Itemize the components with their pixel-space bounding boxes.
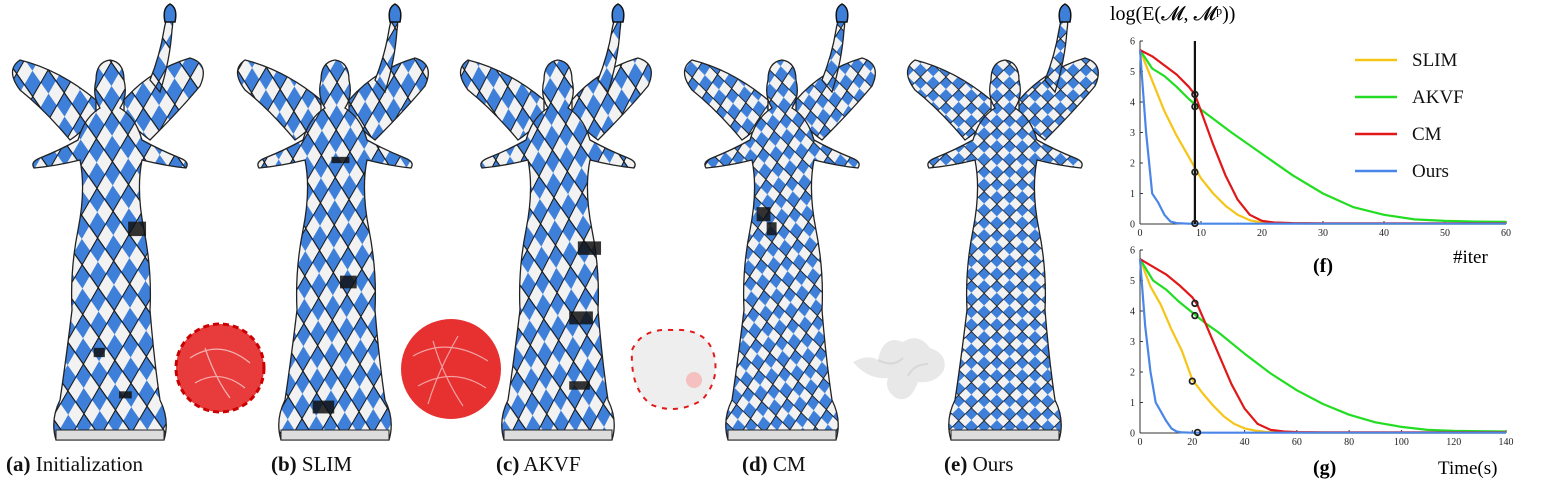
statue-render-ours [906,3,1099,441]
marker-akvf [1191,102,1199,111]
statue-base [503,429,613,441]
statue-base [950,429,1060,441]
marker-akvf [1191,311,1199,320]
x-tick-label: 40 [1240,437,1250,448]
x-tick-label: 140 [1499,437,1514,448]
chart-f-xlabel: #iter [1453,247,1488,268]
chart-g-xlabel: Time(s) [1438,458,1497,479]
x-tick-label: 30 [1318,228,1328,239]
uv-map-slim [174,322,266,414]
chart-f: 0 10 20 30 40 50 60 0 1 2 3 4 5 6 [1130,37,1511,240]
distortion-patch [569,381,590,390]
left-wing [683,59,769,141]
x-tick-label: 0 [1138,437,1143,448]
series-line-ours [1138,259,1506,434]
torch [835,3,849,23]
x-tick-label: 80 [1344,437,1354,448]
distortion-patch [312,400,335,414]
uv-map-akvf [401,319,501,419]
marker-ours [1191,219,1199,228]
statue-render-cm [683,3,876,441]
distortion-patch [93,347,105,358]
marker-slim [1191,168,1199,176]
y-tick-label: 1 [1130,189,1135,200]
caption-akvf: (c) AKVF [496,452,581,476]
statue-render-slim [236,3,429,441]
legend-label-cm: CM [1412,124,1442,145]
chart-f-ylabel: log(E(𝓜, 𝓜ᵖ)) [1110,3,1235,25]
y-tick-label: 2 [1130,159,1135,170]
left-wing [11,59,97,141]
chart-f-panel-label: (f) [1313,255,1333,277]
left-wing [236,59,322,141]
x-tick-label: 100 [1394,437,1409,448]
statue-render-akvf [459,3,652,441]
distortion-patch [577,241,602,255]
y-tick-label: 0 [1130,429,1135,440]
distortion-patch [766,222,777,236]
distortion-patch [756,207,771,222]
x-tick-label: 40 [1379,228,1389,239]
chart-legend: SLIM AKVF CM Ours [1355,50,1464,182]
y-tick-label: 6 [1130,37,1135,48]
marker-cm [1191,299,1199,308]
statue-base [55,429,165,441]
x-tick-label: 120 [1446,437,1461,448]
uv-map-ours [853,338,945,400]
y-tick-label: 6 [1130,246,1135,257]
y-tick-label: 5 [1130,276,1135,287]
y-tick-label: 4 [1130,307,1135,318]
y-tick-label: 3 [1130,128,1135,139]
x-tick-label: 10 [1196,228,1206,239]
torch [611,3,625,23]
series-line-slim [1138,258,1506,434]
left-wing [459,59,545,141]
uv-map-cm [630,328,717,410]
caption-slim: (b) SLIM [271,452,353,476]
series-line-cm [1139,258,1506,434]
torch [388,3,402,23]
y-tick-label: 4 [1130,98,1135,109]
legend-label-slim: SLIM [1412,50,1458,71]
x-tick-label: 60 [1501,228,1511,239]
marker-slim [1188,377,1196,385]
marker-ours [1193,428,1202,437]
statue-base [280,429,390,441]
series-line-akvf [1139,49,1507,223]
y-tick-label: 2 [1130,368,1135,379]
statue-base [727,429,837,441]
distortion-patch [331,156,350,164]
y-tick-label: 3 [1130,337,1135,348]
chart-g-panel-label: (g) [1313,457,1336,479]
x-tick-label: 0 [1138,228,1143,239]
torch [1058,3,1072,23]
x-tick-label: 20 [1257,228,1267,239]
caption-initialization: (a) Initialization [6,452,144,476]
distortion-patch [128,221,147,237]
marker-cm [1191,90,1199,99]
x-tick-label: 60 [1292,437,1302,448]
torch [163,3,177,23]
legend-label-ours: Ours [1412,161,1449,182]
caption-cm: (d) CM [742,452,806,476]
y-tick-label: 5 [1130,67,1135,78]
chart-g: 0 20 40 60 80 100 120 140 0 1 2 3 4 5 6 [1130,246,1514,449]
x-tick-label: 50 [1440,228,1450,239]
series-line-akvf [1139,258,1507,433]
distortion-patch [339,275,357,289]
distortion-patch [569,311,593,325]
x-tick-label: 20 [1187,437,1197,448]
left-wing [906,59,992,141]
y-tick-label: 1 [1130,398,1135,409]
distortion-patch [118,391,132,399]
y-tick-label: 0 [1130,220,1135,231]
legend-label-akvf: AKVF [1412,87,1464,108]
statue-render-initialization [11,3,204,441]
caption-ours: (e) Ours [944,452,1014,476]
